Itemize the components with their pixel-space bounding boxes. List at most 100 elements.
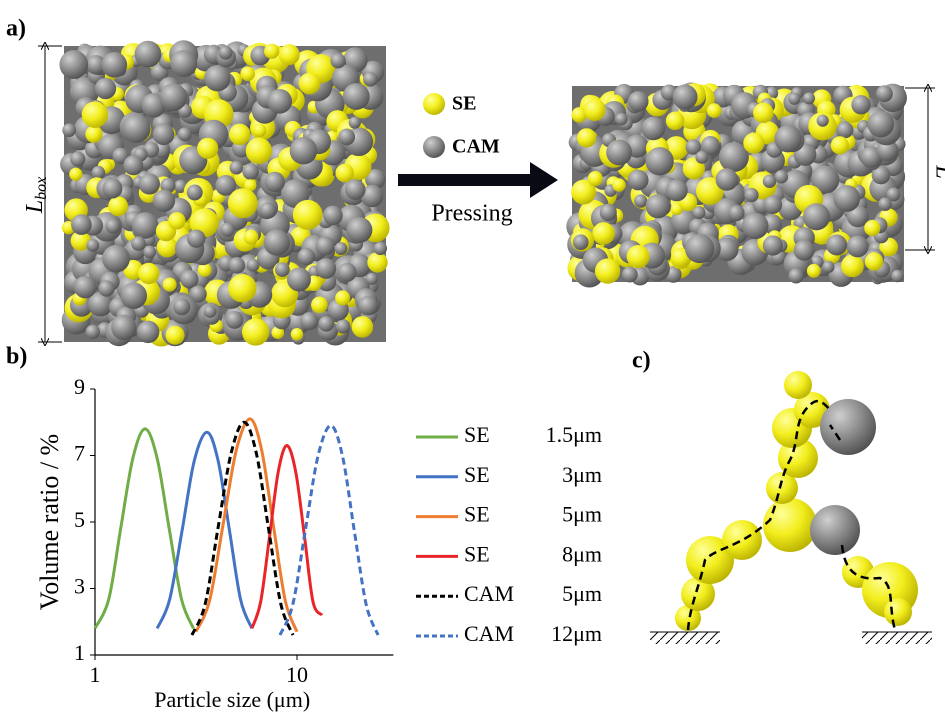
particle <box>102 178 123 199</box>
particle <box>318 315 335 332</box>
particle <box>833 185 861 212</box>
particle <box>344 179 366 200</box>
series-line <box>190 420 295 636</box>
particle <box>592 222 615 245</box>
particle <box>685 233 715 264</box>
particle <box>88 291 113 317</box>
se-particle <box>784 371 812 399</box>
particle <box>259 202 276 219</box>
particle <box>627 169 649 191</box>
ground <box>650 632 720 644</box>
ground <box>862 632 932 644</box>
y-tick-label: 9 <box>74 374 85 399</box>
particle <box>152 123 175 146</box>
particle <box>290 327 304 341</box>
particle <box>836 121 854 139</box>
particle <box>177 127 192 142</box>
particle <box>168 212 186 230</box>
particle <box>311 296 328 314</box>
particle <box>278 44 300 66</box>
particle <box>73 275 97 299</box>
y-tick-label: 3 <box>74 574 85 599</box>
se-particle <box>766 472 798 504</box>
particle <box>867 110 895 138</box>
particle <box>743 132 765 154</box>
particle <box>337 262 357 282</box>
particle <box>280 179 310 208</box>
particle <box>571 107 587 123</box>
particle <box>583 98 606 121</box>
particle <box>891 269 904 283</box>
particle <box>871 165 891 185</box>
particle <box>606 139 633 166</box>
se-particle <box>722 520 762 560</box>
particle <box>131 236 146 251</box>
particle <box>105 218 121 234</box>
particle <box>187 229 206 248</box>
particle <box>615 112 628 126</box>
particle <box>695 150 709 164</box>
particle <box>774 169 789 184</box>
legend-size: 3μm <box>562 462 602 487</box>
particle <box>342 83 370 110</box>
particle <box>774 125 802 153</box>
particle <box>292 199 323 230</box>
cam-particle <box>820 399 876 455</box>
particle <box>670 203 683 216</box>
panel-label: a) <box>6 16 26 42</box>
path-line <box>686 399 842 631</box>
arrow-head <box>530 162 558 198</box>
particle <box>298 72 321 95</box>
particle <box>62 123 77 138</box>
particle <box>245 137 273 164</box>
particle <box>215 174 237 196</box>
y-tick-label: 1 <box>74 640 85 665</box>
particle <box>315 236 335 256</box>
legend-label: CAM <box>464 581 514 606</box>
particle <box>335 319 351 334</box>
particle <box>672 84 698 110</box>
particle <box>886 187 901 202</box>
legend-label: SE <box>464 541 490 566</box>
particle <box>753 102 774 124</box>
particle <box>101 51 128 78</box>
particle <box>358 295 378 316</box>
particle <box>189 285 207 303</box>
particle <box>170 49 198 77</box>
particle-box <box>59 40 390 347</box>
particle <box>594 258 621 284</box>
se-particle <box>763 498 817 552</box>
particle <box>334 242 348 255</box>
particle <box>85 125 103 143</box>
pressed-height-label: L <box>930 164 945 178</box>
particle <box>793 239 815 261</box>
particle <box>802 92 816 105</box>
particle <box>162 277 177 292</box>
se-particle <box>675 605 701 631</box>
particle <box>572 234 589 251</box>
particle <box>788 92 801 105</box>
particle <box>335 290 351 306</box>
particle <box>612 178 626 192</box>
se-particle <box>681 577 715 611</box>
particle <box>627 91 649 112</box>
particle <box>267 88 293 114</box>
particle <box>160 177 176 194</box>
particle <box>706 103 722 118</box>
particle <box>112 147 129 165</box>
particle <box>587 170 603 187</box>
particle <box>271 326 285 339</box>
particle <box>365 169 386 190</box>
particle <box>841 254 864 278</box>
particle <box>846 235 869 258</box>
particle <box>134 40 162 68</box>
particle <box>138 173 161 195</box>
particle <box>641 116 666 141</box>
particle <box>152 189 176 212</box>
legend-label: SE <box>464 502 490 527</box>
particle <box>264 43 280 59</box>
y-tick-label: 5 <box>74 507 85 532</box>
particle <box>692 206 706 220</box>
particle <box>228 257 246 274</box>
particle <box>69 167 83 181</box>
